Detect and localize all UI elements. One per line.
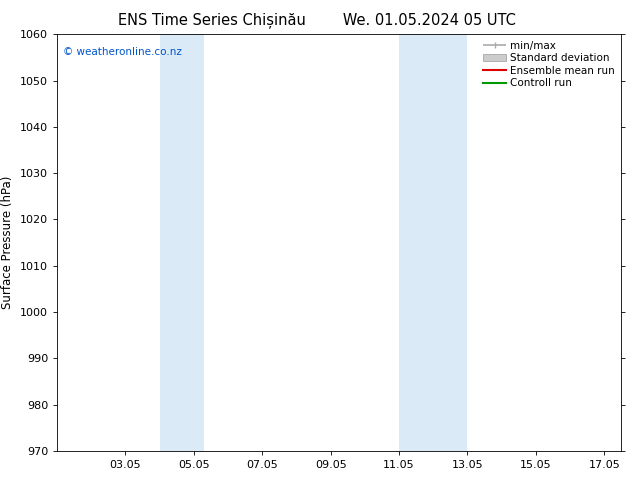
Y-axis label: Surface Pressure (hPa): Surface Pressure (hPa): [1, 176, 15, 309]
Text: © weatheronline.co.nz: © weatheronline.co.nz: [63, 47, 181, 57]
Text: ENS Time Series Chișinău        We. 01.05.2024 05 UTC: ENS Time Series Chișinău We. 01.05.2024 …: [118, 12, 516, 28]
Bar: [399, 34, 467, 451]
Legend: min/max, Standard deviation, Ensemble mean run, Controll run: min/max, Standard deviation, Ensemble me…: [479, 36, 619, 93]
Bar: [160, 34, 204, 451]
